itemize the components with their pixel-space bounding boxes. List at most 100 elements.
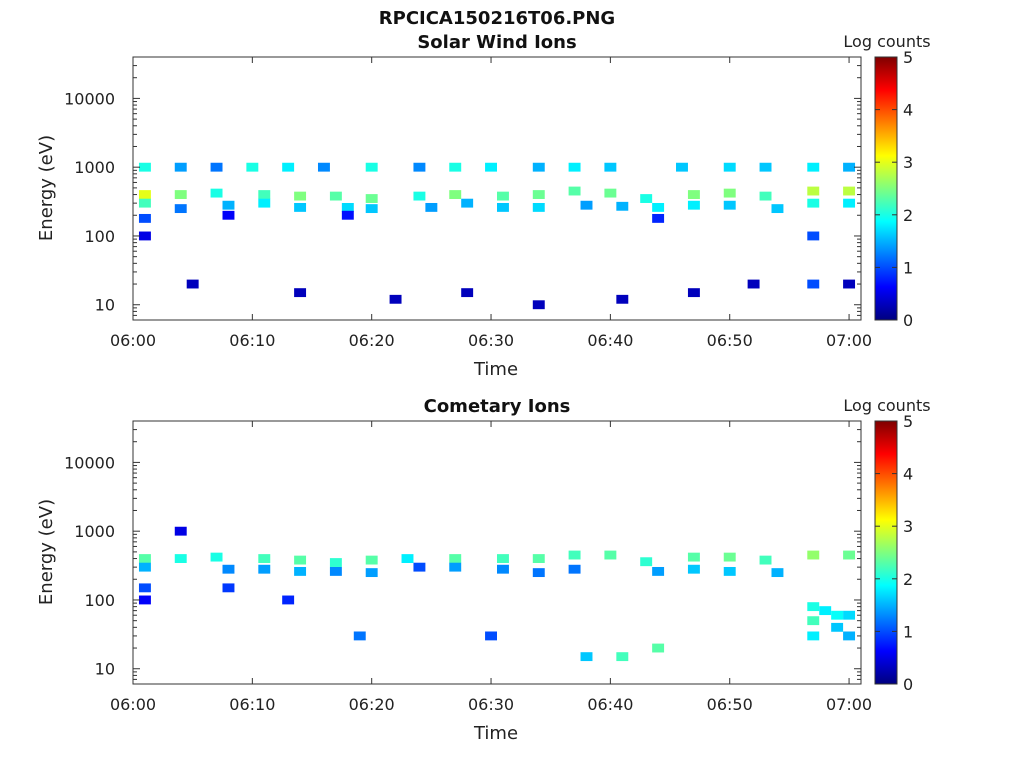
heatmap-cell bbox=[138, 190, 151, 199]
cometary-panel: Cometary Ions 06:00 06:10 06:20 06:30 06:40 0… bbox=[36, 396, 931, 744]
heatmap-cell bbox=[843, 198, 856, 208]
heatmap-cell bbox=[222, 210, 235, 220]
colorbar-tick-label: 1 bbox=[903, 258, 913, 277]
y-tick-label: 10000 bbox=[64, 453, 115, 472]
colorbar bbox=[874, 56, 898, 321]
heatmap-cell bbox=[807, 279, 820, 289]
x-tick-label: 06:20 bbox=[349, 695, 395, 714]
x-axis-label: Time bbox=[473, 723, 518, 744]
heatmap-cell bbox=[413, 562, 426, 572]
heatmap-cell bbox=[485, 631, 497, 641]
heatmap-cell bbox=[365, 162, 378, 172]
heatmap-cell bbox=[771, 568, 784, 578]
x-tick-label: 06:10 bbox=[229, 331, 275, 350]
heatmap-cell bbox=[413, 162, 426, 172]
heatmap-cell bbox=[652, 566, 665, 576]
heatmap-cell bbox=[294, 202, 307, 212]
heatmap-cell bbox=[616, 652, 629, 662]
heatmap-cell bbox=[174, 526, 187, 536]
heatmap-cell bbox=[604, 188, 617, 198]
x-tick-label: 06:30 bbox=[468, 695, 514, 714]
heatmap-cell bbox=[329, 566, 342, 576]
heatmap-cell bbox=[604, 550, 617, 560]
heatmap-cell bbox=[353, 631, 366, 641]
heatmap-cell bbox=[843, 279, 856, 289]
heatmap-cell bbox=[174, 554, 187, 563]
heatmap-cell bbox=[652, 202, 665, 212]
heatmap-cell bbox=[640, 557, 653, 567]
heatmap-cell bbox=[497, 564, 509, 574]
x-tick-label: 06:00 bbox=[110, 331, 156, 350]
heatmap-cell bbox=[485, 162, 497, 172]
heatmap-cell bbox=[401, 554, 414, 563]
heatmap-cell bbox=[723, 162, 736, 172]
heatmap-cell bbox=[329, 191, 342, 201]
heatmap-cell bbox=[807, 631, 820, 641]
heatmap-cell bbox=[687, 190, 700, 199]
heatmap-cell bbox=[365, 555, 378, 565]
heatmap-cell bbox=[449, 562, 462, 572]
heatmap-cell bbox=[138, 231, 151, 241]
y-tick-label: 1000 bbox=[74, 522, 115, 541]
heatmap-cell bbox=[819, 606, 832, 616]
heatmap-cell bbox=[831, 610, 844, 620]
heatmap-cell bbox=[532, 554, 545, 563]
heatmap-cell bbox=[807, 186, 820, 196]
heatmap-cell bbox=[532, 190, 545, 199]
x-tick-label: 06:00 bbox=[110, 695, 156, 714]
colorbar-tick-label: 5 bbox=[903, 412, 913, 431]
heatmap-cell bbox=[652, 213, 665, 223]
colorbar-tick-label: 3 bbox=[903, 517, 913, 536]
heatmap-cell bbox=[282, 595, 295, 605]
heatmap-cell bbox=[616, 201, 629, 211]
heatmap-cell bbox=[282, 162, 295, 172]
colorbar-ticks: 0 1 2 3 4 5 bbox=[875, 412, 913, 694]
heatmap-cell bbox=[687, 564, 700, 574]
heatmap-cell bbox=[138, 198, 151, 208]
plot-area bbox=[133, 421, 861, 684]
heatmap-cell bbox=[222, 564, 235, 574]
heatmap-cell bbox=[497, 191, 509, 201]
heatmap-cell bbox=[807, 231, 820, 241]
heatmap-cell bbox=[759, 555, 772, 565]
heatmap-cell bbox=[759, 191, 772, 201]
colorbar-label: Log counts bbox=[843, 32, 930, 51]
heatmap-cell bbox=[687, 288, 700, 298]
heatmap-cell bbox=[461, 288, 474, 298]
x-tick-label: 06:50 bbox=[707, 331, 753, 350]
heatmap-cell bbox=[138, 562, 151, 572]
heatmap-cell bbox=[449, 162, 462, 172]
heatmap-cell bbox=[138, 162, 151, 172]
heatmap-cell bbox=[604, 162, 617, 172]
heatmap-cell bbox=[341, 202, 354, 212]
heatmap-cell bbox=[807, 162, 820, 172]
plot-frame bbox=[132, 420, 862, 685]
heatmap-cell bbox=[449, 190, 462, 199]
plot-frame bbox=[132, 56, 862, 321]
heatmap-cell bbox=[568, 162, 581, 172]
heatmap-cell bbox=[807, 198, 820, 208]
heatmap-cell bbox=[341, 210, 354, 220]
heatmap-cell bbox=[138, 554, 151, 563]
y-axis-label: Energy (eV) bbox=[36, 499, 57, 605]
colorbar-tick-label: 5 bbox=[903, 48, 913, 67]
heatmap-cell bbox=[616, 294, 629, 304]
heatmap-cell bbox=[317, 162, 330, 172]
x-axis-label: Time bbox=[473, 359, 518, 380]
heatmap-cells bbox=[138, 162, 856, 310]
heatmap-cell bbox=[174, 162, 187, 172]
colorbar-tick-label: 4 bbox=[903, 101, 913, 120]
heatmap-cell bbox=[497, 202, 509, 212]
colorbar-label: Log counts bbox=[843, 396, 930, 415]
heatmap-cell bbox=[258, 564, 271, 574]
figure-title: RPCICA150216T06.PNG bbox=[379, 8, 615, 29]
heatmap-cell bbox=[138, 213, 151, 223]
heatmap-cell bbox=[759, 162, 772, 172]
heatmap-cell bbox=[138, 583, 151, 593]
x-tick-label: 06:40 bbox=[587, 331, 633, 350]
colorbar-tick-label: 2 bbox=[903, 206, 913, 225]
heatmap-cell bbox=[497, 554, 509, 563]
heatmap-cell bbox=[138, 595, 151, 605]
y-axis: 10 100 1000 10000 bbox=[64, 420, 861, 685]
colorbar-tick-label: 0 bbox=[903, 311, 913, 330]
